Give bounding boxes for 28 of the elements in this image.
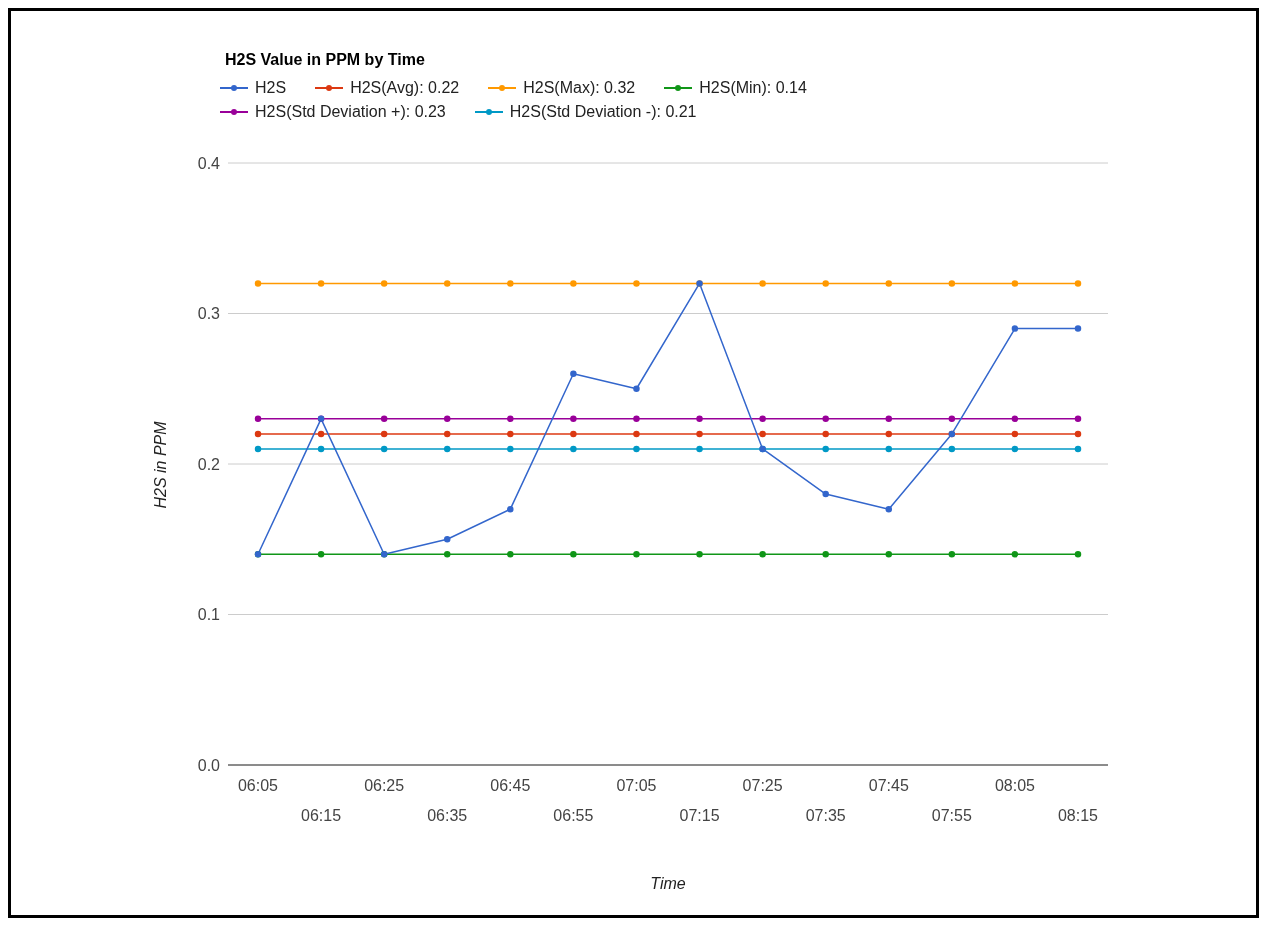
x-tick-label: 06:05 xyxy=(237,777,279,794)
y-tick-label: 0.0 xyxy=(197,756,221,774)
legend-label: H2S(Std Deviation +): 0.23 xyxy=(255,103,446,121)
y-tick-label: 0.2 xyxy=(197,455,221,473)
x-tick-label: 08:15 xyxy=(1057,807,1099,824)
legend-label: H2S(Avg): 0.22 xyxy=(350,79,460,97)
x-tick-label: 07:15 xyxy=(679,807,720,824)
x-tick-label: 07:35 xyxy=(805,807,846,824)
chart-title: H2S Value in PPM by Time xyxy=(225,51,425,69)
y-tick-label: 0.4 xyxy=(197,154,221,172)
x-tick-label: 06:55 xyxy=(553,807,594,824)
x-tick-label: 06:45 xyxy=(490,777,531,794)
x-tick-label: 07:55 xyxy=(931,807,972,824)
x-tick-label: 06:35 xyxy=(427,807,468,824)
y-tick-label: 0.1 xyxy=(197,606,221,624)
legend-label: H2S(Max): 0.32 xyxy=(523,79,636,97)
x-tick-label: 06:15 xyxy=(301,807,342,824)
x-tick-label: 07:45 xyxy=(868,777,909,794)
legend-label: H2S(Min): 0.14 xyxy=(699,79,807,97)
x-tick-label: 07:05 xyxy=(616,777,657,794)
x-tick-label: 07:25 xyxy=(742,777,783,794)
y-tick-label: 0.3 xyxy=(197,305,221,323)
legend-label: H2S xyxy=(255,79,287,97)
y-axis-title: H2S in PPM xyxy=(152,421,170,509)
x-tick-label: 08:05 xyxy=(994,777,1036,794)
x-tick-label: 06:25 xyxy=(364,777,405,794)
x-axis-title: Time xyxy=(650,875,686,893)
legend-label: H2S(Std Deviation -): 0.21 xyxy=(509,103,697,121)
